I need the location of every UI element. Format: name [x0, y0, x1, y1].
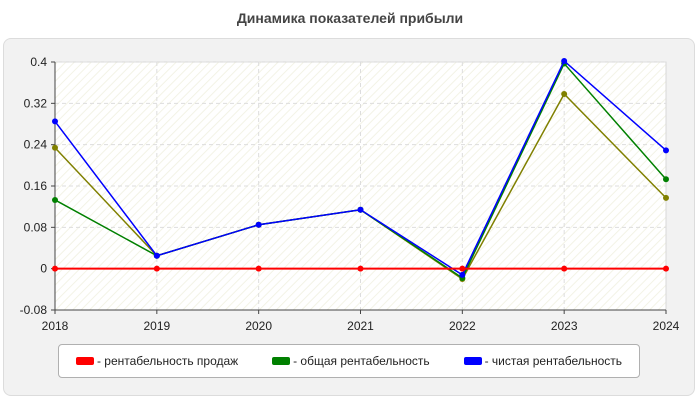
legend-item-net-profitability: - чистая рентабельность — [463, 354, 623, 368]
legend-label: - общая рентабельность — [293, 354, 430, 368]
data-point-2 — [255, 221, 262, 228]
data-point-1 — [663, 176, 669, 183]
x-tick-label: 2018 — [42, 319, 69, 333]
x-tick-label: 2019 — [143, 319, 170, 333]
legend-swatch-red — [75, 357, 94, 365]
legend-item-sales-profitability: - рентабельность продаж — [75, 354, 239, 368]
axes: -0.08 0 0.08 0.16 0.24 0.32 0.4 2018 2019 2020 202… — [20, 55, 680, 333]
x-tick-label: 2023 — [551, 319, 578, 333]
data-point-3 — [663, 194, 669, 201]
x-tick-label: 2020 — [245, 319, 272, 333]
legend-label: - чистая рентабельность — [484, 354, 623, 368]
data-point-2 — [52, 118, 58, 125]
data-point-2 — [561, 57, 568, 64]
data-point-2 — [153, 252, 160, 259]
y-tick-label: 0 — [40, 262, 47, 276]
data-point-3 — [52, 144, 58, 151]
legend: - рентабельность продаж - общая рентабел… — [58, 344, 640, 378]
data-point-1 — [52, 196, 58, 203]
y-tick-label: -0.08 — [20, 303, 48, 317]
data-point-2 — [357, 206, 364, 213]
data-point-0 — [561, 265, 568, 272]
x-tick-label: 2021 — [347, 319, 374, 333]
y-tick-label: 0.24 — [24, 138, 48, 152]
x-tick-label: 2022 — [449, 319, 476, 333]
series-lines — [52, 57, 669, 282]
data-point-3 — [561, 91, 568, 98]
y-tick-label: 0.4 — [30, 55, 47, 69]
data-point-2 — [459, 271, 466, 278]
x-tick-label: 2024 — [653, 319, 680, 333]
y-tick-label: 0.32 — [24, 96, 48, 110]
data-point-0 — [663, 265, 669, 272]
data-point-0 — [52, 265, 58, 272]
data-point-0 — [153, 265, 160, 272]
legend-swatch-blue — [463, 357, 482, 365]
legend-label: - рентабельность продаж — [96, 354, 239, 368]
data-point-0 — [357, 265, 364, 272]
y-tick-label: 0.16 — [24, 179, 48, 193]
chart-title: Динамика показателей прибыли — [236, 10, 464, 26]
legend-item-total-profitability: - общая рентабельность — [272, 354, 430, 368]
data-point-0 — [255, 265, 262, 272]
legend-swatch-green — [272, 357, 291, 365]
y-tick-label: 0.08 — [24, 220, 48, 234]
data-point-0 — [459, 265, 466, 272]
data-point-2 — [663, 147, 669, 154]
